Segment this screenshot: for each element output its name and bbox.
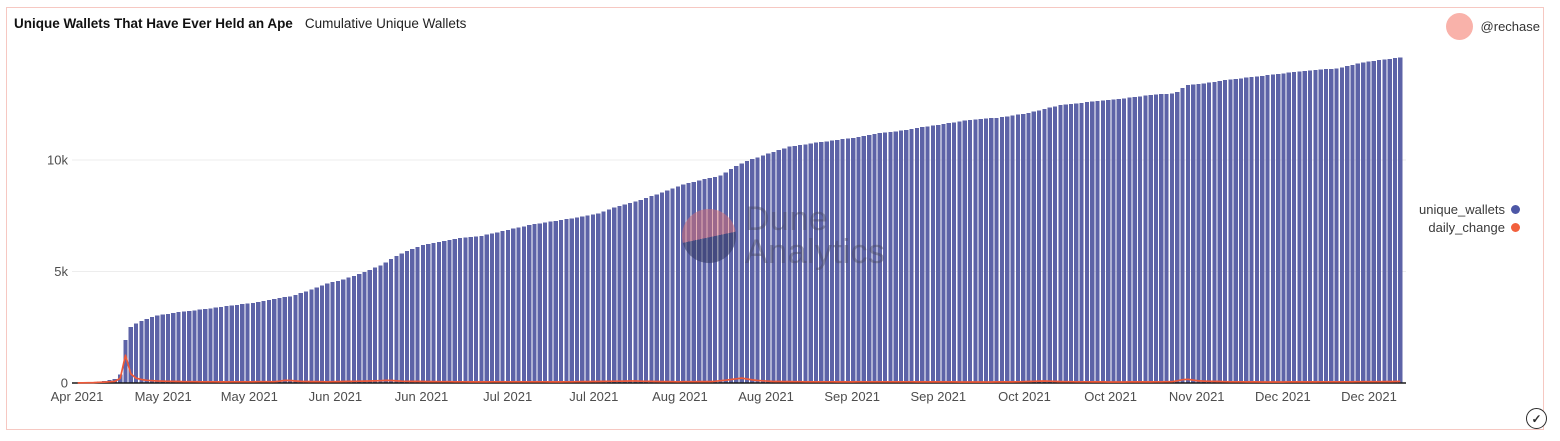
x-axis-label: Jul 2021 (483, 389, 532, 404)
x-axis-label: Nov 2021 (1169, 389, 1225, 404)
x-axis-label: Aug 2021 (652, 389, 708, 404)
legend-label: daily_change (1428, 220, 1505, 235)
x-axis-label: Jun 2021 (395, 389, 449, 404)
x-axis-label: May 2021 (221, 389, 278, 404)
x-axis-label: Sep 2021 (824, 389, 880, 404)
check-icon: ✓ (1531, 411, 1542, 426)
legend-item-unique-wallets[interactable]: unique_wallets (1419, 202, 1520, 217)
x-axis-label: May 2021 (135, 389, 192, 404)
x-axis-label: Jun 2021 (309, 389, 363, 404)
x-axis-label: Oct 2021 (1084, 389, 1137, 404)
check-button[interactable]: ✓ (1526, 408, 1547, 429)
x-axis-label: Sep 2021 (910, 389, 966, 404)
x-axis-label: Dec 2021 (1341, 389, 1397, 404)
x-axis-label: Dec 2021 (1255, 389, 1311, 404)
x-axis-label: Aug 2021 (738, 389, 794, 404)
x-axis-label: Jul 2021 (569, 389, 618, 404)
chart-header: Unique Wallets That Have Ever Held an Ap… (14, 16, 466, 31)
chart-legend: unique_wallets daily_change (1419, 202, 1520, 235)
y-axis-label: 10k (47, 153, 68, 168)
legend-dot-icon (1511, 223, 1520, 232)
chart-title: Unique Wallets That Have Ever Held an Ap… (14, 16, 293, 31)
y-axis-label: 5k (54, 264, 68, 279)
legend-item-daily-change[interactable]: daily_change (1419, 220, 1520, 235)
x-axis-label: Apr 2021 (51, 389, 104, 404)
author-block[interactable]: @rechase (1445, 13, 1540, 40)
author-avatar[interactable] (1445, 13, 1473, 40)
author-handle[interactable]: @rechase (1480, 19, 1540, 34)
daily-change-line (77, 354, 1401, 384)
x-axis-labels: Apr 2021 May 2021 May 2021 Jun 2021 Jun 2021… (51, 389, 1397, 404)
y-axis-label: 0 (61, 376, 68, 391)
x-axis-label: Oct 2021 (998, 389, 1051, 404)
unique-wallets-bars[interactable] (75, 57, 1403, 384)
chart-subtitle: Cumulative Unique Wallets (304, 16, 467, 31)
legend-label: unique_wallets (1418, 202, 1505, 217)
legend-dot-icon (1511, 205, 1520, 214)
